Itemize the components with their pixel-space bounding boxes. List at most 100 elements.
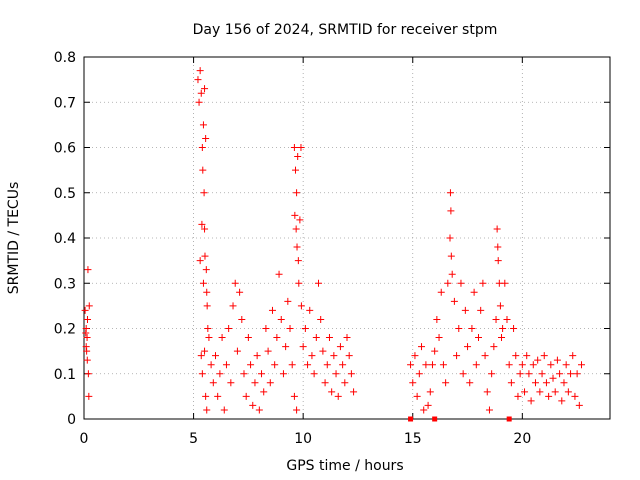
data-point: [479, 279, 487, 287]
data-point: [286, 325, 294, 332]
data-point: [199, 166, 207, 174]
data-point: [527, 397, 535, 405]
y-tick-label: 0.1: [54, 367, 76, 383]
data-point: [325, 334, 333, 342]
y-tick-label: 0.8: [54, 50, 76, 66]
data-point: [293, 189, 301, 197]
data-point: [336, 343, 344, 351]
data-point: [203, 406, 211, 414]
data-point: [538, 370, 546, 378]
data-point: [262, 325, 270, 332]
x-tick-label: 10: [294, 431, 312, 447]
data-point: [455, 325, 463, 332]
data-point: [347, 370, 355, 378]
data-point: [196, 67, 204, 75]
data-point: [315, 279, 323, 287]
data-point: [294, 257, 302, 265]
data-point: [420, 406, 428, 414]
data-point: [343, 334, 351, 342]
data-point: [84, 266, 92, 274]
data-point: [345, 352, 353, 360]
data-point: [218, 334, 226, 342]
data-point: [266, 379, 274, 387]
data-point: [477, 306, 485, 314]
data-point: [488, 370, 496, 378]
data-point: [258, 370, 266, 378]
data-point: [447, 252, 455, 260]
data-point: [485, 406, 493, 414]
data-point: [494, 243, 502, 251]
data-point: [199, 279, 207, 287]
data-point: [197, 89, 205, 97]
data-point: [82, 325, 90, 332]
data-point: [494, 257, 502, 265]
data-point: [549, 374, 557, 382]
data-point: [291, 166, 299, 174]
data-point: [562, 361, 570, 369]
data-point: [271, 361, 279, 369]
data-point: [525, 370, 533, 378]
data-point: [442, 379, 450, 387]
data-point: [260, 388, 268, 396]
x-tick-label: 20: [513, 431, 531, 447]
data-point: [450, 297, 458, 305]
data-point: [304, 361, 312, 369]
y-tick-label: 0.5: [54, 186, 76, 202]
data-point: [293, 243, 301, 251]
data-point: [282, 343, 290, 351]
data-point: [431, 347, 439, 355]
data-point: [244, 334, 252, 342]
data-point: [334, 392, 342, 400]
data-point: [196, 257, 204, 265]
data-point: [444, 279, 452, 287]
data-point: [499, 325, 507, 332]
data-point: [505, 361, 513, 369]
data-point: [523, 352, 531, 360]
data-point: [426, 388, 434, 396]
data-point: [279, 370, 287, 378]
data-point: [202, 266, 210, 274]
data-point: [240, 370, 248, 378]
data-point: [200, 189, 208, 197]
data-point: [229, 302, 237, 310]
data-point: [512, 352, 520, 360]
data-point: [292, 225, 300, 233]
y-tick-label: 0: [67, 412, 76, 428]
grid-lines: [84, 57, 610, 419]
data-point: [461, 306, 469, 314]
data-point: [204, 325, 212, 332]
data-point: [569, 352, 577, 360]
data-point: [540, 352, 548, 360]
data-point: [236, 288, 244, 296]
data-point: [203, 288, 211, 296]
data-point: [516, 370, 524, 378]
data-point: [435, 334, 443, 342]
data-point: [85, 302, 93, 310]
data-point: [323, 361, 331, 369]
data-point: [233, 347, 241, 355]
data-point: [571, 392, 579, 400]
data-point: [83, 334, 91, 342]
data-point: [418, 343, 426, 351]
data-point: [201, 252, 209, 260]
data-point-square: [506, 416, 512, 422]
data-point: [202, 134, 210, 142]
data-point: [201, 85, 209, 93]
data-point: [564, 388, 572, 396]
data-point: [203, 302, 211, 310]
data-point: [222, 361, 230, 369]
data-point: [341, 379, 349, 387]
data-point: [459, 370, 467, 378]
x-tick-label: 15: [404, 431, 422, 447]
data-point: [339, 361, 347, 369]
data-point: [225, 325, 233, 332]
data-point: [312, 334, 320, 342]
data-point: [295, 279, 303, 287]
data-point: [547, 361, 555, 369]
data-point: [536, 388, 544, 396]
tick-labels: 0 0.1 0.2 0.3 0.4 0.5 0.6 0.7 0.8 0 5 10 15 20: [54, 50, 532, 447]
data-point: [556, 370, 564, 378]
data-point: [273, 334, 281, 342]
axis-ticks: [83, 56, 610, 420]
